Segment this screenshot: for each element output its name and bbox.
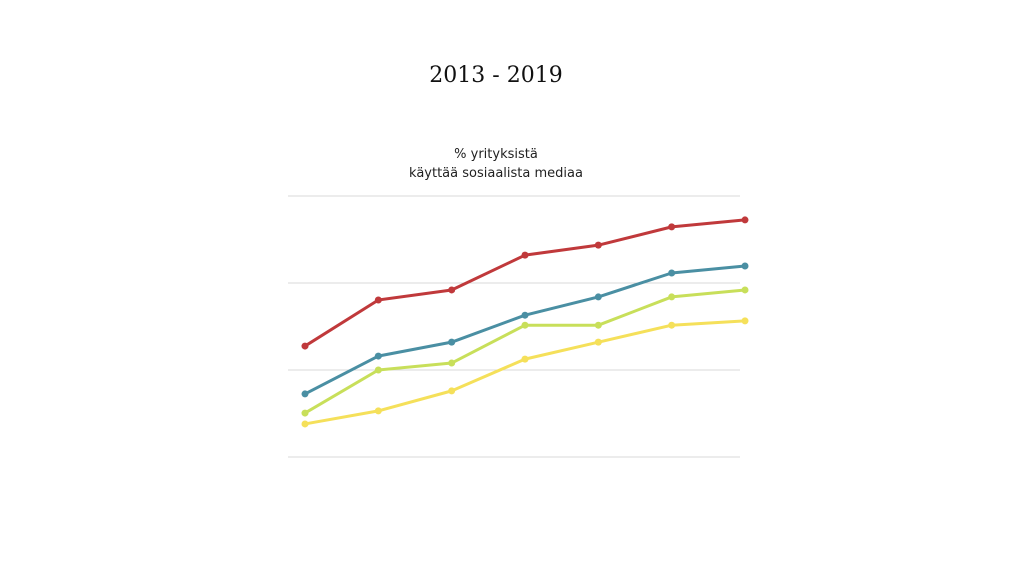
data-point: [301, 420, 309, 428]
data-point: [741, 317, 749, 325]
chart-subtitle: käyttää sosiaalista mediaa: [409, 166, 583, 181]
data-point: [594, 293, 602, 301]
data-point: [374, 407, 382, 415]
data-point: [594, 338, 602, 346]
data-point: [521, 321, 529, 329]
data-point: [521, 251, 529, 259]
data-point: [668, 223, 676, 231]
data-point: [594, 321, 602, 329]
data-point: [448, 359, 456, 367]
data-point: [668, 293, 676, 301]
data-point: [301, 390, 309, 398]
data-point: [374, 352, 382, 360]
data-point: [301, 342, 309, 350]
chart-subtitle: % yrityksistä: [454, 147, 538, 162]
data-point: [448, 387, 456, 395]
data-point: [741, 262, 749, 270]
data-point: [448, 286, 456, 294]
data-point: [668, 269, 676, 277]
data-point: [374, 366, 382, 374]
data-point: [668, 321, 676, 329]
chart-title: 2013 - 2019: [429, 63, 562, 88]
series-line: [304, 319, 746, 426]
data-point: [374, 296, 382, 304]
data-point: [594, 241, 602, 249]
data-point: [448, 338, 456, 346]
series-line: [304, 288, 746, 415]
data-point: [741, 216, 749, 224]
data-point: [301, 409, 309, 417]
data-point: [521, 311, 529, 319]
data-point: [741, 286, 749, 294]
data-point: [521, 355, 529, 363]
